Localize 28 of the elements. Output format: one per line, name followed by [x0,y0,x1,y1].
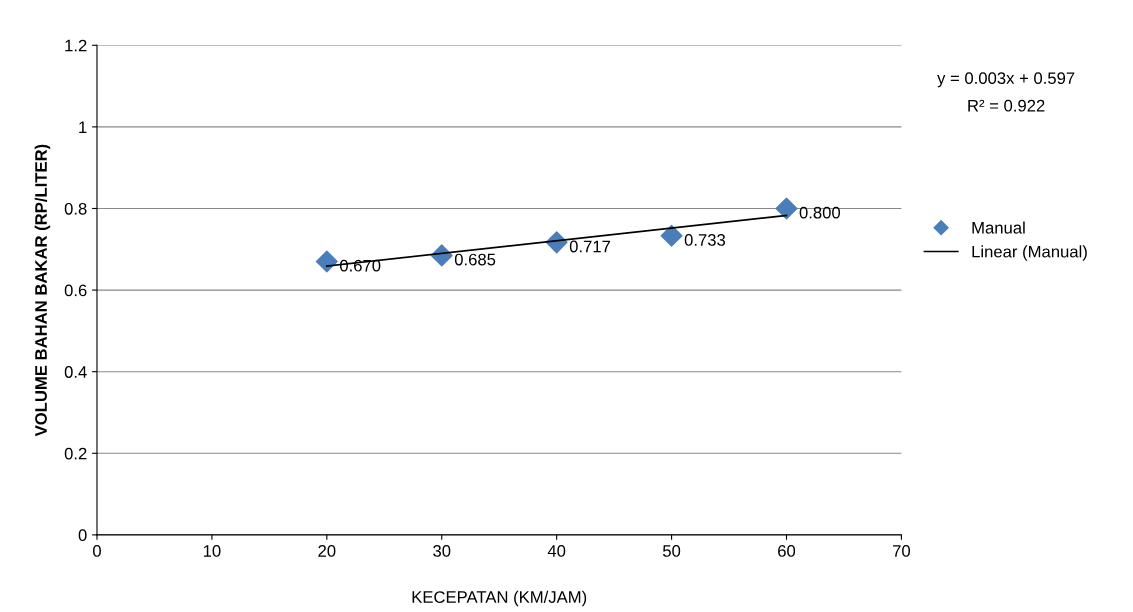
text: y = 0.003x + 0.597 [937,72,1075,88]
x-tick-label: 70 [893,545,911,557]
data-label: 0.685 [454,253,496,266]
data-label: 0.733 [684,234,726,246]
y-axis-title: VOLUME BAHAN BAKAR (RP/LITER) [34,144,51,437]
data-label: 0.800 [799,206,841,219]
y-tick-label: 1 [79,121,87,133]
y-tick-label: 0.6 [64,284,87,297]
y-tick-label: 1.2 [65,39,87,52]
legend-label: Linear (Manual) [972,245,1087,261]
data-label: 0.717 [569,240,611,253]
x-tick-label: 30 [433,545,451,557]
x-tick-label: 20 [318,545,336,557]
text: R² = 0.922 [968,99,1045,112]
x-tick-label: 50 [662,545,681,557]
y-tick-label: 0.4 [64,366,87,378]
point [315,250,338,273]
y-tick-label: 0 [78,529,87,542]
x-tick-label: 40 [547,545,566,557]
y-tick-label: 0.8 [64,202,87,215]
x-tick-label: 0 [93,545,101,557]
x-tick-label: 60 [778,545,796,557]
x-axis-title: KECEPATAN (KM/JAM) [412,590,587,607]
point [660,224,683,247]
legend-label: Manual [972,221,1025,234]
y-tick-label: 0.2 [64,447,87,460]
x-tick-label: 10 [203,545,221,557]
point [775,197,798,220]
